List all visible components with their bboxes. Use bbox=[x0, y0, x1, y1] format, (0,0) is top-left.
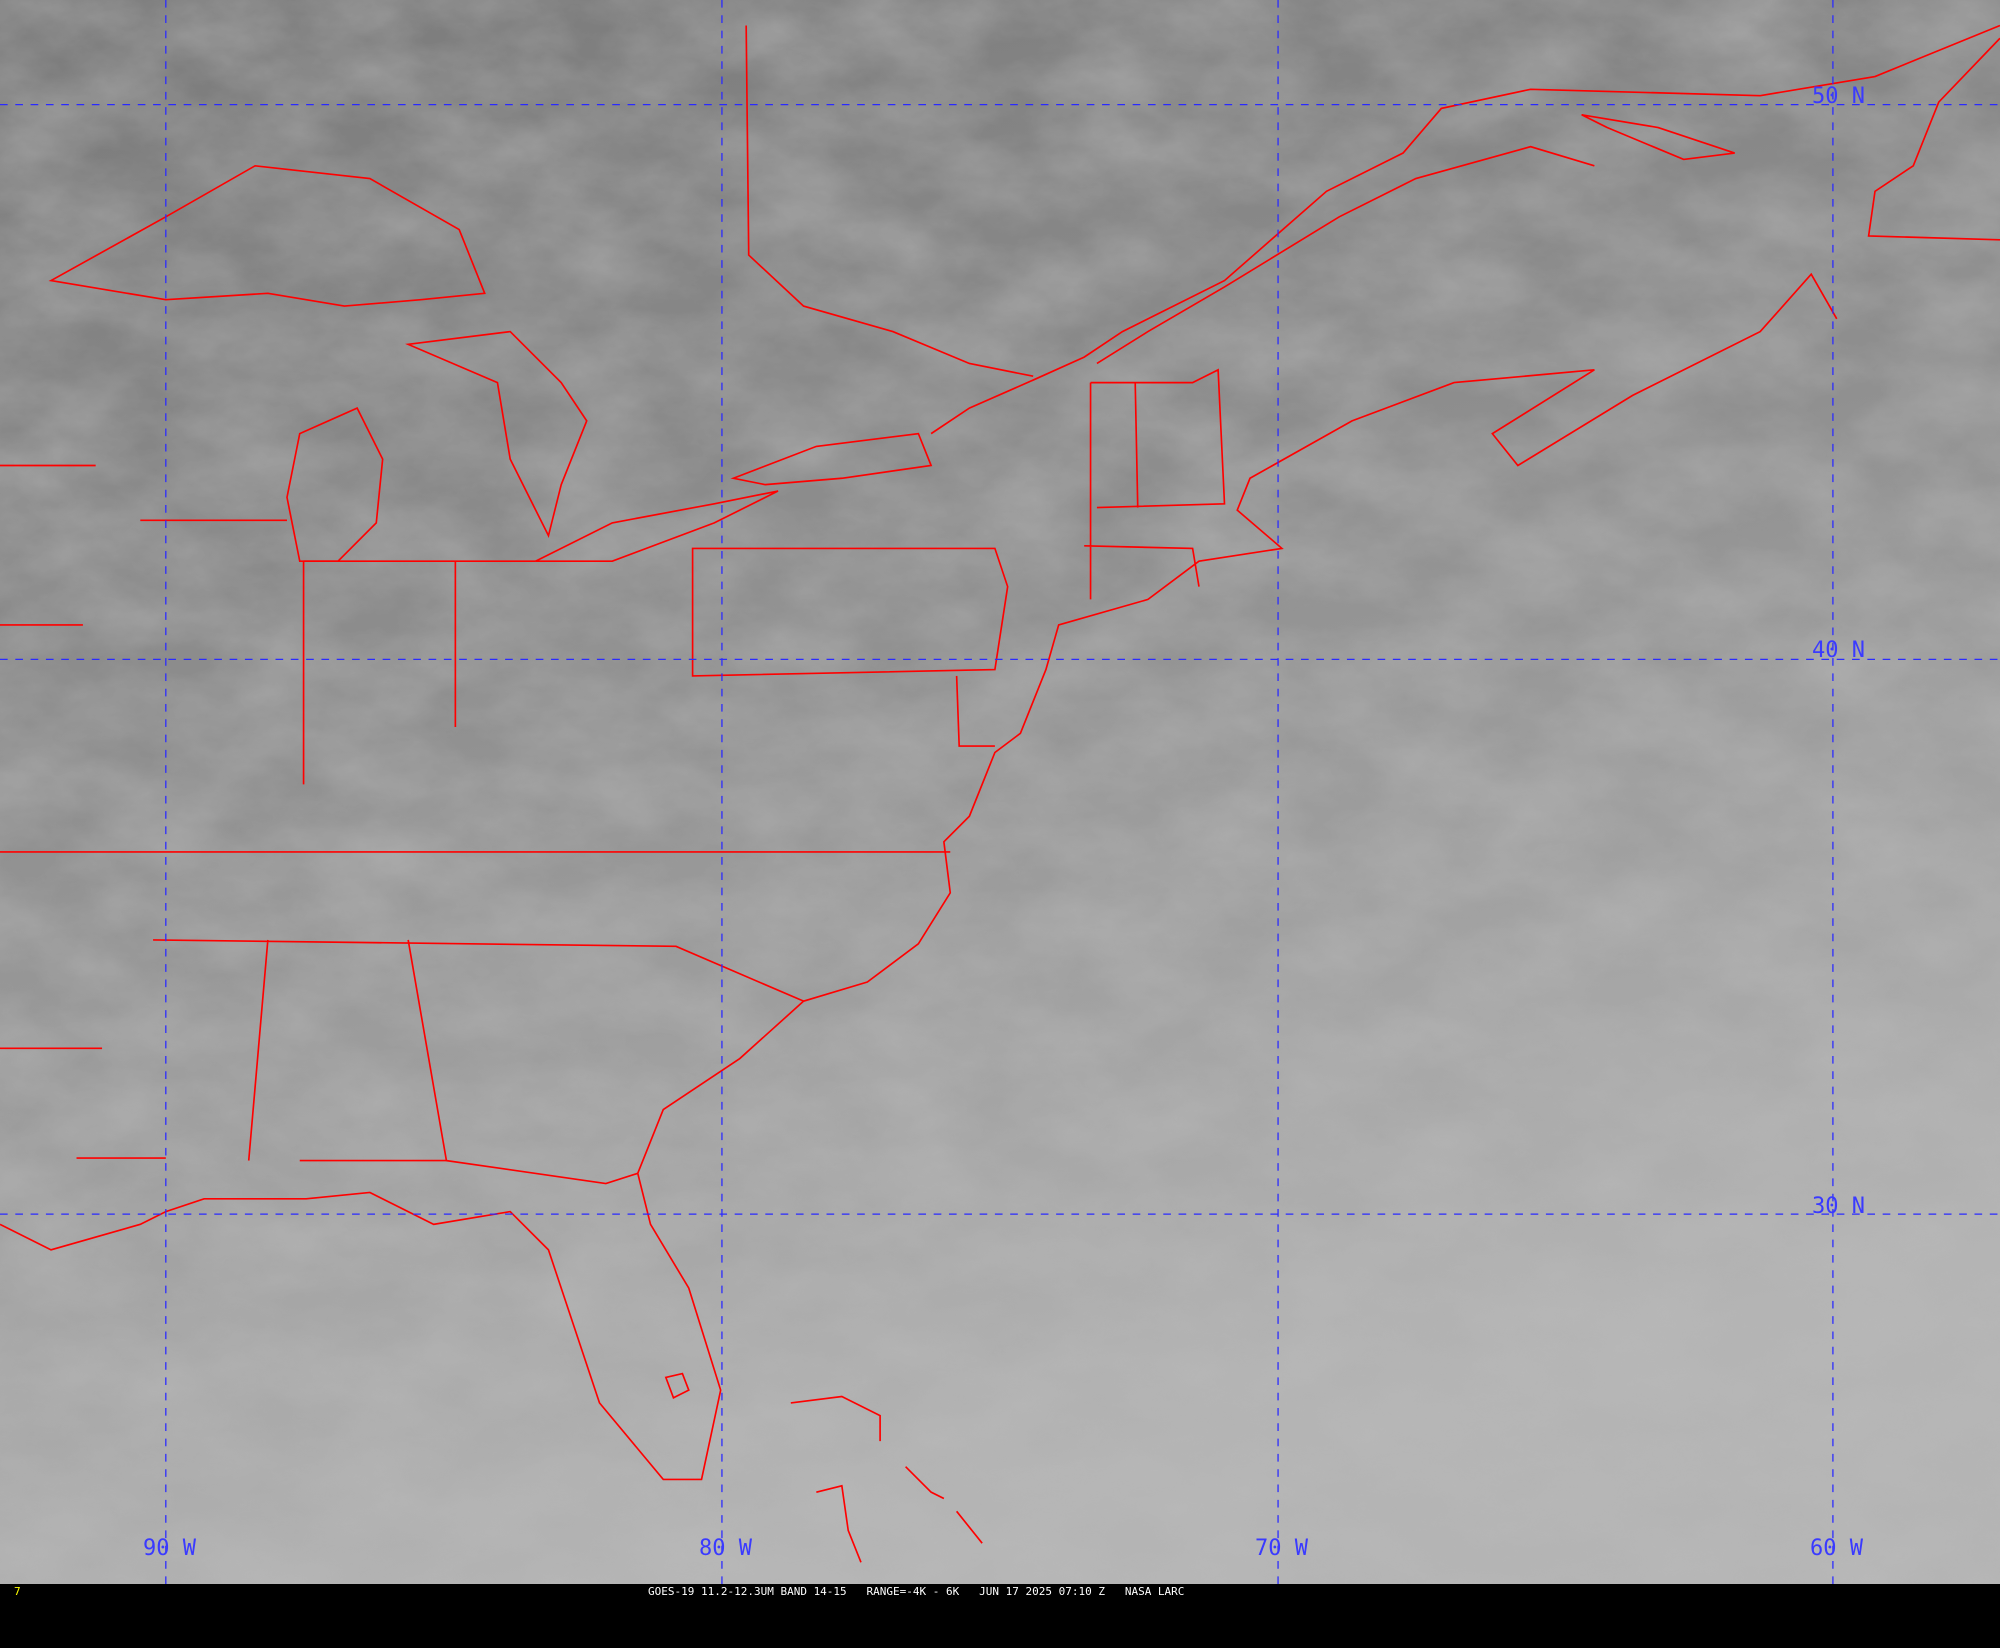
satellite-image-viewer: 90 W 80 W 70 W 60 W 50 N 40 N 30 N 7 GOE… bbox=[0, 0, 2000, 1600]
lake-ontario bbox=[730, 432, 933, 486]
lat-label-30n: 30 N bbox=[1812, 1194, 1865, 1219]
lon-label-60w: 60 W bbox=[1810, 1536, 1863, 1561]
lon-label-70w: 70 W bbox=[1255, 1536, 1308, 1561]
boundary-lines bbox=[0, 24, 2000, 1563]
florida-lake bbox=[664, 1372, 690, 1399]
frame-number: 7 bbox=[14, 1585, 21, 1598]
caption-text: GOES-19 11.2-12.3UM BAND 14-15 RANGE=-4K… bbox=[648, 1585, 1185, 1598]
lake-huron bbox=[405, 330, 588, 539]
coastline-maritimes bbox=[0, 272, 1838, 1481]
cloud-texture bbox=[0, 0, 2000, 1584]
coastline-nova-scotia bbox=[1581, 113, 1735, 161]
lon-label-80w: 80 W bbox=[699, 1536, 752, 1561]
caption-bar: 7 GOES-19 11.2-12.3UM BAND 14-15 RANGE=-… bbox=[0, 1584, 2000, 1600]
lat-label-40n: 40 N bbox=[1812, 638, 1865, 663]
coastline-newfoundland bbox=[1867, 37, 2000, 241]
coastline bbox=[930, 24, 2000, 435]
state-borders bbox=[0, 368, 1226, 1185]
satellite-map bbox=[0, 0, 2000, 1584]
lat-lon-grid bbox=[0, 0, 2000, 1584]
lake-erie bbox=[535, 490, 779, 562]
lake-superior bbox=[48, 164, 486, 307]
lat-label-50n: 50 N bbox=[1812, 84, 1865, 109]
canada-us-border bbox=[745, 25, 1034, 378]
coastline-st-lawrence bbox=[1096, 145, 1595, 365]
lake-michigan bbox=[286, 407, 384, 562]
bahamas bbox=[790, 1395, 983, 1563]
lon-label-90w: 90 W bbox=[143, 1536, 196, 1561]
